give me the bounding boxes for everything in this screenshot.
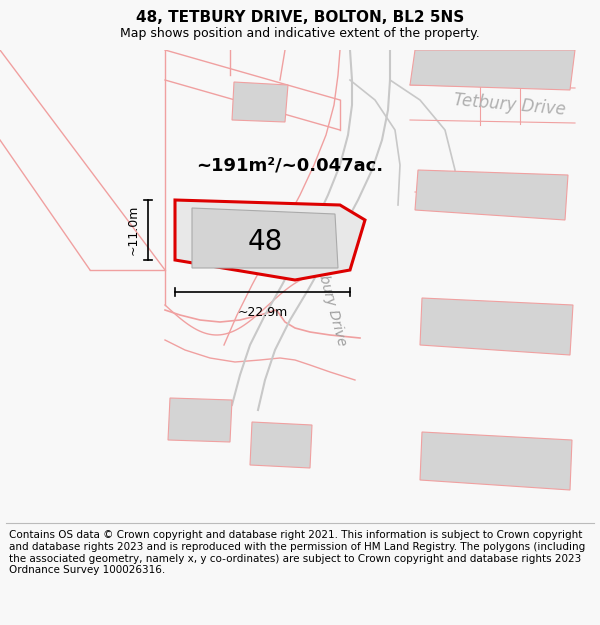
Text: ~22.9m: ~22.9m: [238, 306, 287, 319]
Text: Contains OS data © Crown copyright and database right 2021. This information is : Contains OS data © Crown copyright and d…: [9, 531, 585, 575]
Polygon shape: [420, 298, 573, 355]
Polygon shape: [420, 432, 572, 490]
Text: Map shows position and indicative extent of the property.: Map shows position and indicative extent…: [120, 27, 480, 40]
Polygon shape: [250, 422, 312, 468]
Polygon shape: [415, 170, 568, 220]
Text: ~11.0m: ~11.0m: [127, 205, 140, 255]
Polygon shape: [410, 50, 575, 90]
Text: Tetbury Drive: Tetbury Drive: [311, 253, 349, 347]
Text: 48: 48: [247, 228, 283, 256]
Text: 48, TETBURY DRIVE, BOLTON, BL2 5NS: 48, TETBURY DRIVE, BOLTON, BL2 5NS: [136, 10, 464, 25]
Text: ~191m²/~0.047ac.: ~191m²/~0.047ac.: [196, 156, 383, 174]
Text: Tetbury Drive: Tetbury Drive: [454, 91, 566, 119]
Polygon shape: [175, 200, 365, 280]
Polygon shape: [232, 82, 288, 122]
Polygon shape: [168, 398, 232, 442]
Polygon shape: [192, 208, 338, 268]
